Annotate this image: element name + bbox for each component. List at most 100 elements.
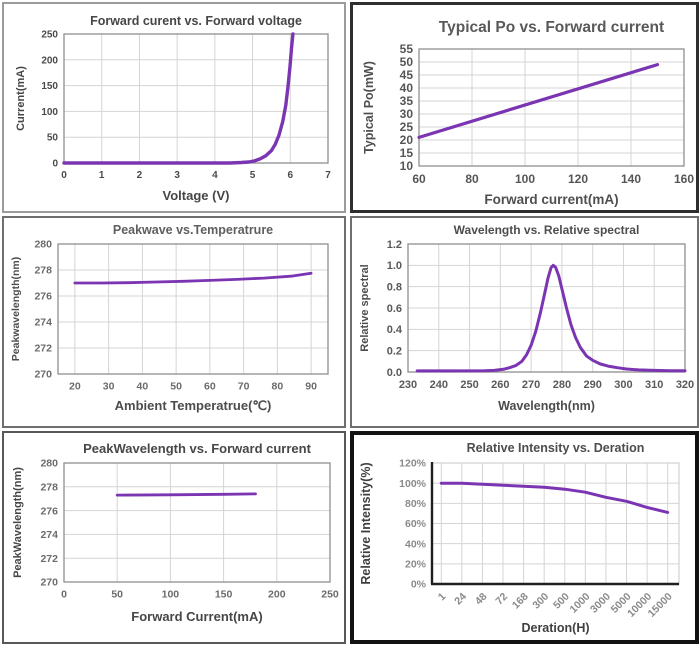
chart-relative-intensity-vs-deration: 0%20%40%60%80%100%120%1 24 48 72 168 300 50010… — [359, 441, 680, 635]
chart-caption: Peakwave vs.Temperatrure — [4, 426, 5, 427]
x-tick-label: 80 — [465, 172, 479, 186]
x-tick-label: 100 — [515, 172, 535, 186]
x-tick-label: 80 — [272, 381, 284, 393]
x-tick-label: 160 — [674, 172, 694, 186]
x-tick-label: 1 — [436, 591, 449, 604]
series-line — [415, 263, 687, 373]
y-tick-label: 40% — [405, 538, 427, 550]
y-tick-label: 276 — [40, 505, 58, 517]
chart-title: PeakWavelength vs. Forward current — [83, 441, 311, 456]
y-tick-label: 278 — [34, 265, 52, 277]
y-tick-label: 20 — [400, 133, 414, 147]
x-tick-label: 168 — [510, 591, 531, 612]
y-tick-label: 270 — [40, 577, 58, 589]
x-tick-label: 4 — [212, 170, 218, 181]
y-tick-label: 0 — [52, 159, 58, 170]
panel-relative-intensity-vs-deration: 0% 20% 40% 60% 80% 100% 120% 1 24 48 72 168 300 500 10… — [350, 431, 699, 644]
series-line — [115, 492, 257, 497]
panel-wavelength-vs-relative-spectral: 0.0 0.2 0.4 0.6 0.8 1.0 1.2 230 240 250 260 270 280 2… — [350, 216, 699, 428]
y-tick-label: 278 — [40, 481, 58, 493]
x-tick-label: 250 — [321, 589, 339, 601]
y-tick-label: 80% — [405, 498, 427, 510]
y-tick-label: 20% — [405, 559, 427, 571]
y-tick-label: 50 — [400, 55, 414, 69]
x-tick-label: 320 — [676, 379, 694, 391]
x-tick-label: 40 — [137, 381, 149, 393]
y-tick-label: 276 — [34, 291, 52, 303]
y-axis-label: Typical Po(mW) — [362, 61, 376, 154]
y-tick-label: 0.8 — [387, 282, 402, 294]
y-tick-label: 280 — [34, 239, 52, 251]
x-tick-label: 100 — [162, 589, 180, 601]
x-axis-label: Wavelength(nm) — [498, 399, 595, 413]
y-tick-label: 280 — [40, 458, 58, 470]
x-tick-label: 300 — [530, 591, 551, 612]
y-tick-label: 35 — [400, 94, 414, 108]
x-tick-label: 48 — [473, 591, 490, 608]
x-tick-label: 0 — [61, 170, 67, 181]
x-tick-label: 50 — [170, 381, 182, 393]
x-tick-label: 310 — [645, 379, 663, 391]
chart-caption: Typical Po vs. Forward current — [353, 210, 354, 211]
x-tick-label: 70 — [238, 381, 250, 393]
y-tick-label: 270 — [34, 369, 52, 381]
y-tick-label: 1.0 — [387, 260, 402, 272]
y-tick-label: 1.2 — [387, 239, 402, 251]
y-axis-label: PeakWavelength(nm) — [12, 467, 24, 578]
x-tick-label: 6 — [288, 170, 294, 181]
chart-caption: PeakWavelength vs. Forward current — [4, 642, 5, 643]
x-tick-label: 72 — [493, 591, 510, 608]
y-tick-label: 55 — [400, 42, 414, 56]
y-tick-label: 120% — [399, 458, 427, 470]
series-line — [62, 32, 295, 165]
series-line — [73, 271, 313, 285]
chart-title: Peakwave vs.Temperatrure — [113, 223, 273, 237]
chart-title: Wavelength vs. Relative spectral — [454, 223, 640, 237]
y-tick-label: 50 — [47, 133, 59, 144]
x-tick-label: 30 — [103, 381, 115, 393]
chart-caption: Forward curent vs. Forward voltage — [4, 211, 5, 212]
x-tick-label: 15000 — [646, 591, 675, 620]
series-line — [417, 62, 660, 139]
y-tick-label: 40 — [400, 81, 414, 95]
y-tick-label: 25 — [400, 120, 414, 134]
x-axis-label: Voltage (V) — [163, 188, 230, 203]
chart-wavelength-vs-relative-spectral: 0.0 0.2 0.4 0.6 0.8 1.0 1.2 230 240 250 260 270 280 2… — [359, 223, 694, 413]
plot-frame — [418, 48, 685, 167]
series-line — [439, 481, 670, 514]
y-tick-label: 100% — [399, 478, 427, 490]
plot-frame — [407, 243, 686, 373]
chart-peakwavelength-vs-forward-current: 270 272 274 276 278 280 0 50 100 150 200 250 Forward… — [12, 441, 339, 624]
x-tick-label: 20 — [69, 381, 81, 393]
y-axis-label: Relative spectral — [359, 264, 371, 351]
x-tick-label: 290 — [583, 379, 601, 391]
y-tick-label: 10 — [400, 159, 414, 173]
x-axis-label: Forward current(mA) — [484, 192, 618, 207]
x-axis-label: Ambient Temperatrue(℃) — [115, 398, 272, 413]
chart-caption: Wavelength vs. Relative spectral — [352, 426, 353, 427]
plot-frame — [63, 33, 329, 164]
y-tick-label: 100 — [41, 107, 58, 118]
y-tick-label: 60% — [405, 518, 427, 530]
chart-peakwave-vs-temperature: 270 272 274 276 278 280 20 30 40 50 60 70 80 90 Ambien… — [10, 223, 329, 413]
chart-caption: Relative Intensity vs. Deration — [354, 640, 355, 641]
x-tick-label: 1000 — [567, 591, 592, 616]
x-tick-label: 60 — [412, 172, 426, 186]
x-axis-label: Deration(H) — [521, 621, 589, 635]
y-tick-label: 0.6 — [387, 303, 402, 315]
y-tick-label: 274 — [40, 529, 58, 541]
x-tick-label: 60 — [204, 381, 216, 393]
y-axis-label: Relative Intensity(%) — [359, 462, 373, 584]
panel-forward-current-vs-forward-voltage: 0 50 100 150 200 250 0 1 2 3 4 5 6 7 Voltage (V) Curren… — [2, 2, 346, 213]
x-tick-label: 3000 — [588, 591, 613, 616]
x-tick-label: 150 — [215, 589, 233, 601]
y-tick-label: 250 — [41, 30, 58, 41]
y-tick-label: 272 — [40, 553, 58, 565]
y-tick-label: 0.2 — [387, 346, 402, 358]
x-tick-label: 270 — [522, 379, 540, 391]
chart-title: Forward curent vs. Forward voltage — [90, 14, 302, 28]
x-tick-label: 0 — [61, 589, 67, 601]
y-tick-label: 0% — [411, 579, 427, 591]
x-axis-label: Forward Current(mA) — [131, 609, 262, 624]
